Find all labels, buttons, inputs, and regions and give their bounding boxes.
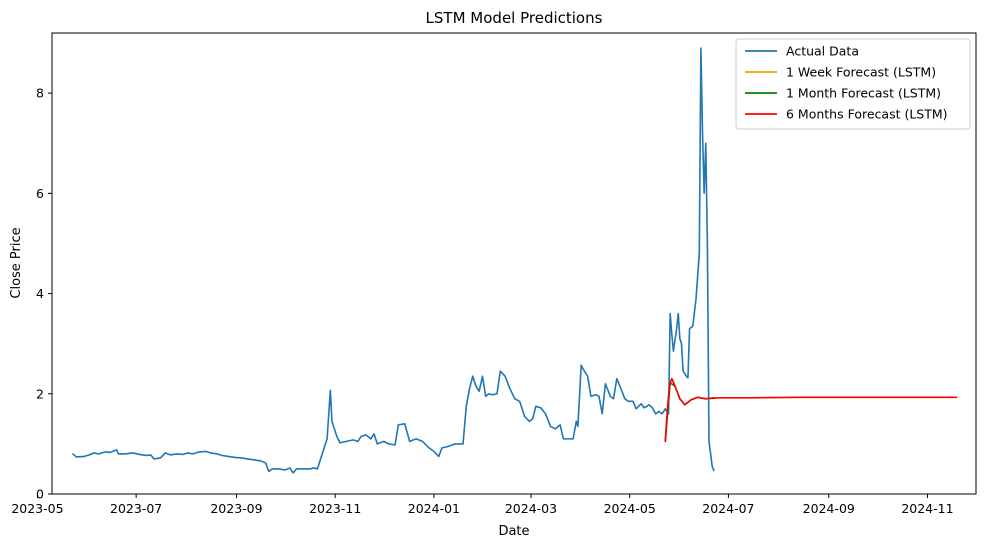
x-tick-label: 2024-03: [505, 501, 557, 516]
series-line-6-months-forecast-lstm: [664, 377, 958, 443]
y-tick-label: 8: [36, 86, 44, 101]
legend-label: 1 Month Forecast (LSTM): [786, 86, 941, 101]
legend-label: 6 Months Forecast (LSTM): [786, 107, 948, 122]
x-axis: 2023-05 2023-07 2023-09 2023-11 2024-01 2024-…: [11, 494, 954, 516]
y-axis: 0 2 4 6 8: [36, 86, 52, 502]
series-layer: [72, 47, 958, 474]
y-tick-label: 6: [36, 186, 44, 201]
x-tick-label: 2024-11: [901, 501, 953, 516]
x-tick-label: 2023-05: [11, 501, 63, 516]
legend-label: 1 Week Forecast (LSTM): [786, 65, 936, 80]
x-tick-label: 2024-07: [702, 501, 754, 516]
x-tick-label: 2023-11: [309, 501, 361, 516]
x-axis-label: Date: [498, 524, 529, 539]
y-tick-label: 4: [36, 286, 44, 301]
y-axis-label: Close Price: [9, 227, 24, 298]
chart-title: LSTM Model Predictions: [426, 9, 603, 27]
legend-frame: [735, 38, 971, 130]
y-tick-label: 2: [36, 386, 44, 401]
x-tick-label: 2023-07: [110, 501, 162, 516]
y-tick-label: 0: [36, 487, 44, 502]
legend-label: Actual Data: [786, 44, 859, 59]
legend: Actual Data 1 Week Forecast (LSTM) 1 Month…: [735, 38, 971, 130]
x-tick-label: 2024-09: [803, 501, 855, 516]
x-tick-label: 2024-01: [408, 501, 460, 516]
series-line-actual-data: [72, 47, 715, 474]
x-tick-label: 2023-09: [210, 501, 262, 516]
x-tick-label: 2024-05: [604, 501, 656, 516]
